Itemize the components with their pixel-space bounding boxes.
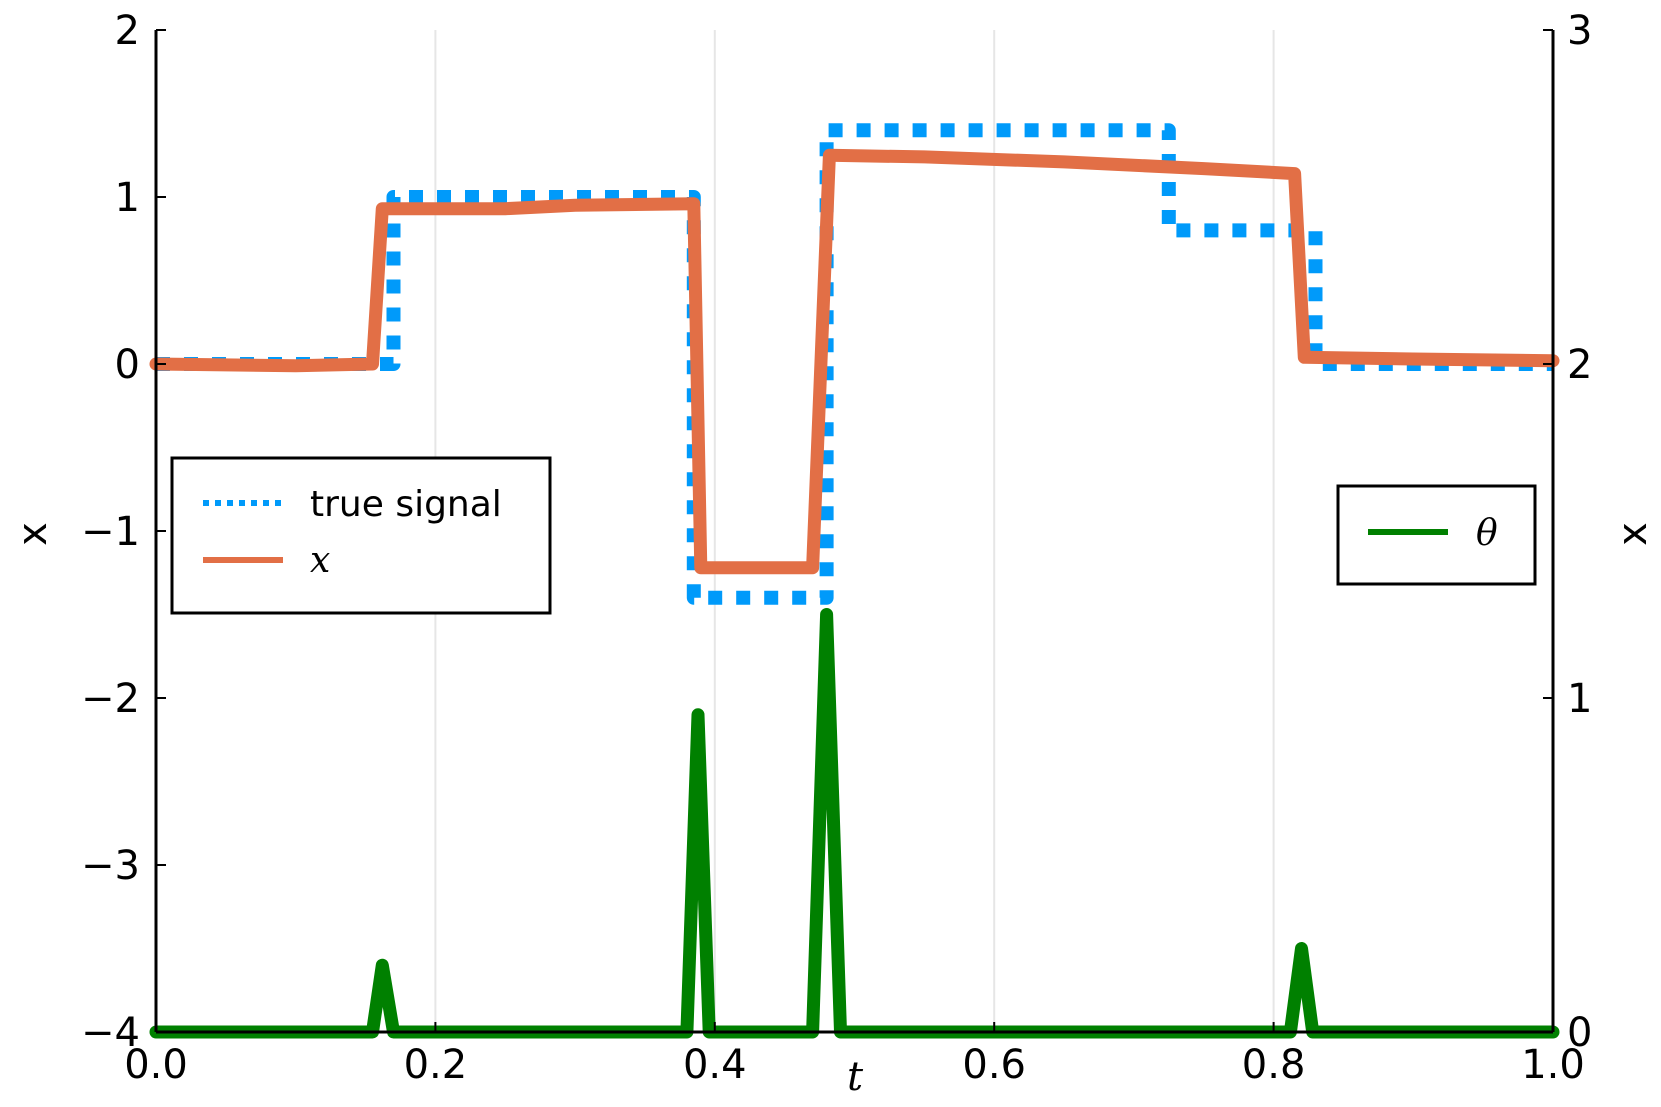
series-line-θ bbox=[149, 608, 1560, 1039]
legend-left-box bbox=[170, 456, 552, 615]
x-tick-label-2: 0.4 bbox=[683, 1042, 747, 1088]
legend-right: θ bbox=[1336, 484, 1537, 586]
x-axis-label: t bbox=[847, 1054, 864, 1100]
series-line-x bbox=[149, 148, 1560, 575]
y-left-tick-label-6: 2 bbox=[115, 8, 140, 54]
x-tick-label-3: 0.6 bbox=[962, 1042, 1026, 1088]
y-axis-right-label: x bbox=[1610, 522, 1656, 546]
x-tick-label-1: 0.2 bbox=[404, 1042, 468, 1088]
y-left-tick-label-5: 1 bbox=[115, 175, 140, 221]
x-tick-label-4: 0.8 bbox=[1242, 1042, 1306, 1088]
legend-left: true signal x bbox=[170, 456, 552, 615]
y-right-tick-label-3: 3 bbox=[1567, 8, 1592, 54]
legend-label-x: x bbox=[310, 540, 330, 581]
x-tick-label-0: 0.0 bbox=[124, 1042, 188, 1088]
y-right-tick-label-1: 1 bbox=[1567, 676, 1592, 722]
legend-label-theta: θ bbox=[1476, 513, 1498, 554]
y-left-tick-label-0: −4 bbox=[81, 1010, 140, 1056]
y-axis-left-label: x bbox=[10, 522, 56, 546]
axes: 0.0 0.2 0.4 0.6 0.8 1.0 −4 −3 −2 −1 0 1 2 0 1 2 3 bbox=[81, 8, 1592, 1088]
x-tick-label-5: 1.0 bbox=[1521, 1042, 1585, 1088]
y-left-tick-label-2: −2 bbox=[81, 676, 140, 722]
legend-label-true-signal: true signal bbox=[310, 484, 502, 525]
y-right-tick-label-2: 2 bbox=[1567, 342, 1592, 388]
y-left-tick-label-3: −1 bbox=[81, 509, 140, 555]
series-line-true-signal bbox=[156, 123, 1553, 605]
y-left-tick-label-1: −3 bbox=[81, 843, 140, 889]
y-left-tick-label-4: 0 bbox=[115, 342, 140, 388]
y-right-tick-label-0: 0 bbox=[1567, 1010, 1592, 1056]
